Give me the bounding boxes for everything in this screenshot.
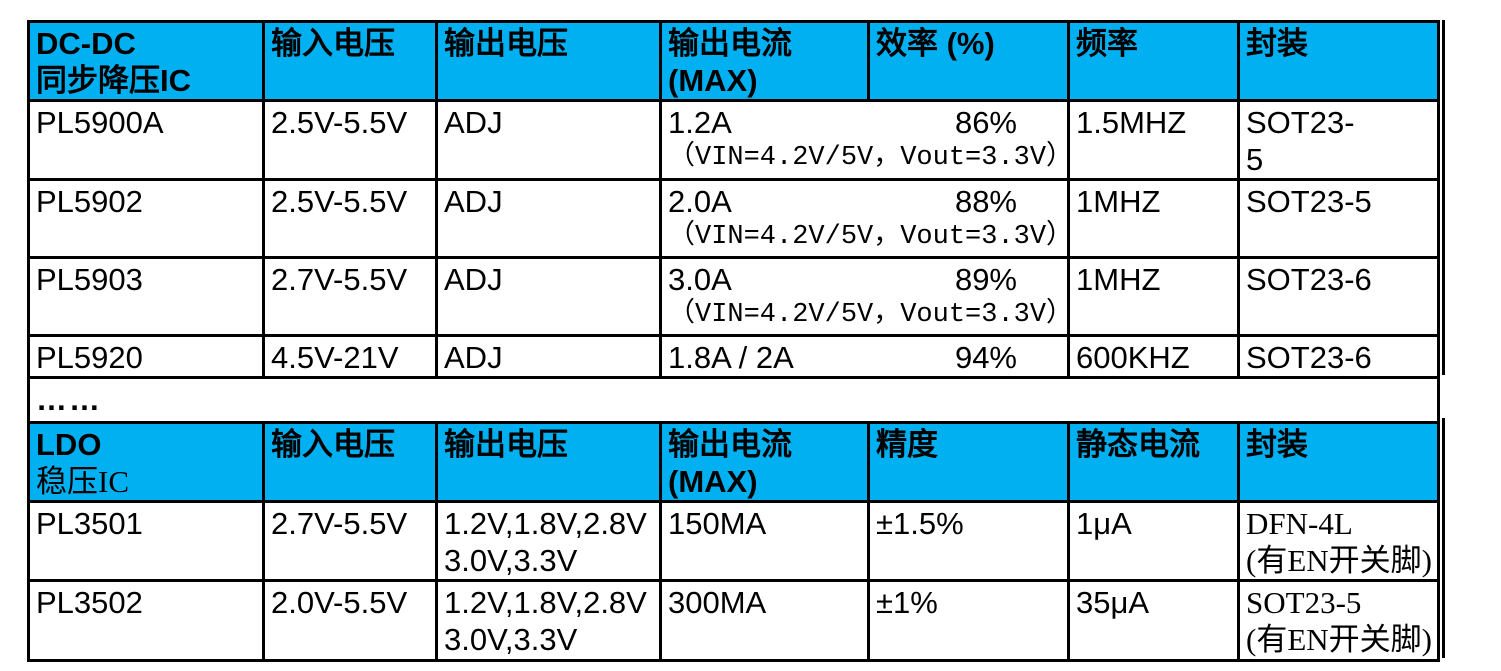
dcdc-header-freq: 频率 [1067, 20, 1240, 102]
part-number: PL5920 [27, 334, 265, 379]
table-row: PL5903 2.7V-5.5V ADJ 3.0A 89% （VIN=4.2V/… [27, 256, 1440, 337]
output-current-efficiency: 2.0A 88% （VIN=4.2V/5V，Vout=3.3V） [659, 178, 1070, 259]
output-current: 1.8A / 2A [668, 340, 794, 375]
output-voltage: ADJ [435, 178, 662, 259]
ldo-title-line1: LDO [36, 427, 102, 462]
frequency: 1.5MHZ [1067, 99, 1240, 181]
part-number: PL3501 [27, 500, 265, 582]
output-current: 300MA [659, 579, 870, 662]
dcdc-header-iout-line2: (MAX) [668, 63, 758, 98]
ldo-header-iout: 输出电流 (MAX) [659, 421, 870, 503]
efficiency: 86% [954, 105, 1017, 140]
test-condition-note: （VIN=4.2V/5V，Vout=3.3V） [668, 300, 1069, 330]
dcdc-title-line1: DC-DC [36, 26, 136, 61]
ic-spec-table: DC-DC 同步降压IC 输入电压 输出电压 输出电流 (MAX) 效率 (%)… [27, 20, 1440, 662]
right-double-border-bottom-segment [1442, 418, 1445, 658]
accuracy: ±1% [867, 579, 1070, 662]
ic-spec-sheet: DC-DC 同步降压IC 输入电压 输出电压 输出电流 (MAX) 效率 (%)… [27, 20, 1440, 662]
package: DFN-4L (有EN开关脚) [1237, 500, 1440, 582]
quiescent-current: 35μA [1067, 579, 1240, 662]
ldo-title-cell: LDO 稳压IC [27, 421, 265, 503]
output-current: 2.0A [668, 184, 732, 219]
output-voltage: 1.2V,1.8V,2.8V 3.0V,3.3V [435, 500, 662, 582]
output-voltage: ADJ [435, 256, 662, 337]
output-current-efficiency: 1.8A / 2A 94% [659, 334, 1070, 379]
package: SOT23-6 [1237, 256, 1440, 337]
package: SOT23-6 [1237, 334, 1440, 379]
table-row: PL5920 4.5V-21V ADJ 1.8A / 2A 94% 600KHZ… [27, 334, 1440, 379]
ldo-header-row: LDO 稳压IC 输入电压 输出电压 输出电流 (MAX) 精度 静态电流 封装 [27, 421, 1440, 503]
frequency: 600KHZ [1067, 334, 1240, 379]
table-row: PL5902 2.5V-5.5V ADJ 2.0A 88% （VIN=4.2V/… [27, 178, 1440, 259]
table-row: PL3502 2.0V-5.5V 1.2V,1.8V,2.8V 3.0V,3.3… [27, 579, 1440, 662]
dcdc-header-vout: 输出电压 [435, 20, 662, 102]
table-row: PL5900A 2.5V-5.5V ADJ 1.2A 86% （VIN=4.2V… [27, 99, 1440, 181]
frequency: 1MHZ [1067, 178, 1240, 259]
part-number: PL5900A [27, 99, 265, 181]
package: SOT23-5 [1237, 178, 1440, 259]
accuracy: ±1.5% [867, 500, 1070, 582]
dcdc-header-eff: 效率 (%) [867, 20, 1070, 102]
input-voltage: 4.5V-21V [262, 334, 438, 379]
input-voltage: 2.7V-5.5V [262, 256, 438, 337]
ldo-header-pkg: 封装 [1237, 421, 1440, 503]
part-number: PL5903 [27, 256, 265, 337]
test-condition-note: （VIN=4.2V/5V，Vout=3.3V） [668, 222, 1069, 252]
ellipsis-separator: …… [27, 376, 1440, 424]
part-number: PL3502 [27, 579, 265, 662]
efficiency: 88% [954, 184, 1017, 219]
input-voltage: 2.5V-5.5V [262, 99, 438, 181]
efficiency: 89% [954, 262, 1017, 297]
dcdc-title-cell: DC-DC 同步降压IC [27, 20, 265, 102]
output-current-efficiency: 1.2A 86% （VIN=4.2V/5V，Vout=3.3V） [659, 99, 1070, 181]
input-voltage: 2.5V-5.5V [262, 178, 438, 259]
ldo-header-vout: 输出电压 [435, 421, 662, 503]
dcdc-header-row: DC-DC 同步降压IC 输入电压 输出电压 输出电流 (MAX) 效率 (%)… [27, 20, 1440, 102]
input-voltage: 2.0V-5.5V [262, 579, 438, 662]
dcdc-header-vin: 输入电压 [262, 20, 438, 102]
table-row: PL3501 2.7V-5.5V 1.2V,1.8V,2.8V 3.0V,3.3… [27, 500, 1440, 582]
separator-row: …… [27, 376, 1440, 424]
ldo-header-iout-line1: 输出电流 [668, 427, 792, 462]
output-current: 1.2A [668, 105, 732, 140]
input-voltage: 2.7V-5.5V [262, 500, 438, 582]
ldo-header-iout-line2: (MAX) [668, 464, 758, 499]
output-voltage: 1.2V,1.8V,2.8V 3.0V,3.3V [435, 579, 662, 662]
output-current: 150MA [659, 500, 870, 582]
dcdc-header-iout-line1: 输出电流 [668, 26, 792, 61]
frequency: 1MHZ [1067, 256, 1240, 337]
ldo-header-iq: 静态电流 [1067, 421, 1240, 503]
output-current-efficiency: 3.0A 89% （VIN=4.2V/5V，Vout=3.3V） [659, 256, 1070, 337]
part-number: PL5902 [27, 178, 265, 259]
package: SOT23-5 (有EN开关脚) [1237, 579, 1440, 662]
output-voltage: ADJ [435, 334, 662, 379]
package: SOT23- 5 [1237, 99, 1440, 181]
right-double-border-top-segment [1442, 20, 1445, 375]
output-voltage: ADJ [435, 99, 662, 181]
quiescent-current: 1μA [1067, 500, 1240, 582]
dcdc-header-pkg: 封装 [1237, 20, 1440, 102]
ldo-title-line2: 稳压IC [36, 464, 129, 499]
ldo-header-accuracy: 精度 [867, 421, 1070, 503]
ldo-header-vin: 输入电压 [262, 421, 438, 503]
test-condition-note: （VIN=4.2V/5V，Vout=3.3V） [668, 143, 1069, 173]
output-current: 3.0A [668, 262, 732, 297]
dcdc-title-line2: 同步降压IC [36, 63, 191, 98]
dcdc-header-iout: 输出电流 (MAX) [659, 20, 870, 102]
efficiency: 94% [954, 340, 1017, 375]
